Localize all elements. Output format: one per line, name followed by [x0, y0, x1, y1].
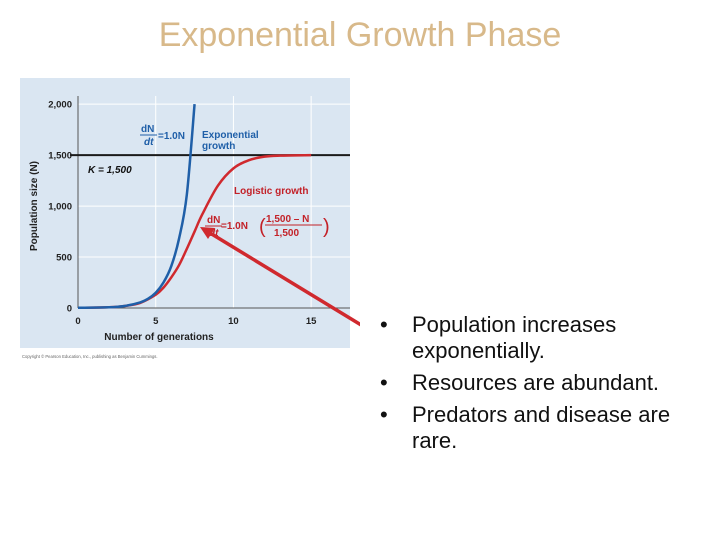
- x-tick-label: 0: [75, 316, 80, 327]
- y-axis-label: Population size (N): [29, 161, 40, 251]
- log-eq-num: dN: [207, 215, 220, 226]
- bullet-item: • Predators and disease are rare.: [380, 402, 671, 453]
- y-tick-label: 1,500: [48, 151, 72, 162]
- callout-arrow: [209, 231, 360, 327]
- x-tick-label: 15: [306, 316, 317, 327]
- exp-label-1: Exponential: [202, 130, 259, 141]
- k-label: K = 1,500: [88, 165, 132, 176]
- bullet-list: • Population increases exponentially. • Re…: [378, 312, 708, 460]
- copyright-text: Copyright © Pearson Education, Inc., pub…: [22, 354, 158, 359]
- exp-label-2: growth: [202, 141, 235, 152]
- axis-ticks: 0 500 1,000 1,500 2,000 0 5 10 15: [48, 100, 317, 327]
- log-frac-den: 1,500: [274, 228, 299, 239]
- y-tick-label: 1,000: [48, 202, 72, 213]
- log-paren-open: (: [259, 216, 266, 238]
- bullet-item: • Resources are abundant.: [380, 370, 660, 395]
- y-tick-label: 0: [67, 304, 72, 315]
- slide-title: Exponential Growth Phase: [158, 16, 562, 54]
- logistic-label: Logistic growth: [234, 186, 308, 197]
- log-paren-close: ): [323, 216, 330, 238]
- x-tick-label: 5: [153, 316, 159, 327]
- callout-arrowhead: [200, 227, 215, 239]
- exp-eq-num: dN: [141, 124, 154, 135]
- bullet-item: • Population increases exponentially.: [380, 312, 617, 363]
- x-axis-label: Number of generations: [104, 332, 214, 343]
- log-eq-rhs: =1.0N: [221, 221, 248, 232]
- y-tick-label: 2,000: [48, 100, 72, 111]
- exponential-growth-curve: [77, 104, 196, 310]
- population-growth-chart: 0 500 1,000 1,500 2,000 0 5 10 15 K = 1,500 dN d…: [20, 78, 360, 359]
- log-frac-num: 1,500 – N: [266, 214, 309, 225]
- exp-eq-den: dt: [144, 137, 154, 148]
- exp-eq-rhs: =1.0N: [158, 131, 185, 142]
- x-tick-label: 10: [228, 316, 239, 327]
- y-tick-label: 500: [56, 253, 72, 264]
